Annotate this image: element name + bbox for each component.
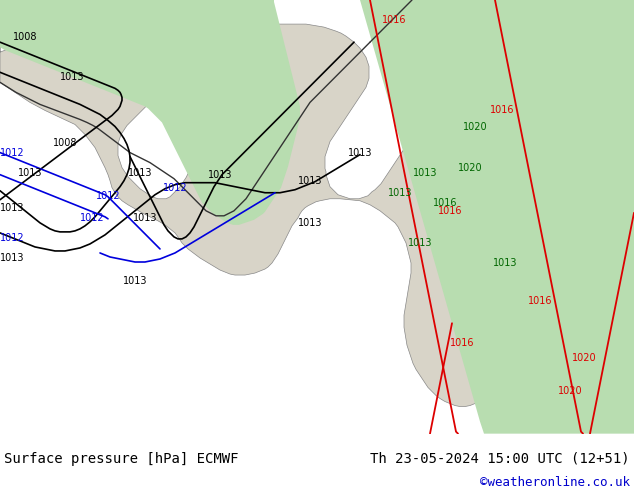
Text: 1016: 1016	[527, 296, 552, 306]
Text: 1020: 1020	[458, 163, 482, 172]
Text: 1013: 1013	[133, 213, 157, 223]
Text: 1016: 1016	[489, 105, 514, 116]
Text: 1020: 1020	[463, 122, 488, 132]
Text: 1013: 1013	[493, 258, 517, 268]
Text: 1008: 1008	[53, 138, 77, 147]
Text: 1013: 1013	[0, 203, 24, 213]
Text: 1013: 1013	[127, 168, 152, 178]
Text: 1013: 1013	[388, 188, 412, 198]
Text: 1020: 1020	[558, 387, 582, 396]
Text: 1013: 1013	[298, 218, 322, 228]
Text: Surface pressure [hPa] ECMWF: Surface pressure [hPa] ECMWF	[4, 452, 238, 466]
Text: 1020: 1020	[572, 353, 597, 364]
Text: 1012: 1012	[80, 213, 105, 223]
Polygon shape	[0, 0, 553, 407]
Text: ©weatheronline.co.uk: ©weatheronline.co.uk	[480, 476, 630, 489]
Text: 1013: 1013	[60, 73, 84, 82]
Text: 1016: 1016	[437, 206, 462, 216]
Text: 1012: 1012	[96, 191, 120, 201]
Text: 1013: 1013	[348, 147, 372, 158]
Text: 1012: 1012	[163, 183, 187, 193]
Text: 1016: 1016	[433, 198, 457, 208]
Text: 1013: 1013	[298, 176, 322, 186]
Text: 1008: 1008	[13, 32, 37, 42]
Text: 1013: 1013	[208, 170, 232, 180]
Text: 1013: 1013	[413, 168, 437, 178]
Text: 1016: 1016	[450, 338, 474, 348]
Text: 1013: 1013	[0, 253, 24, 263]
Text: 1013: 1013	[18, 168, 42, 178]
Text: 1013: 1013	[123, 276, 147, 286]
Text: 1012: 1012	[0, 233, 24, 243]
Text: 1016: 1016	[382, 15, 406, 25]
Polygon shape	[360, 0, 634, 434]
Text: 1013: 1013	[408, 238, 432, 248]
Text: Th 23-05-2024 15:00 UTC (12+51): Th 23-05-2024 15:00 UTC (12+51)	[370, 452, 630, 466]
Text: 1012: 1012	[0, 147, 24, 158]
Polygon shape	[0, 0, 300, 225]
